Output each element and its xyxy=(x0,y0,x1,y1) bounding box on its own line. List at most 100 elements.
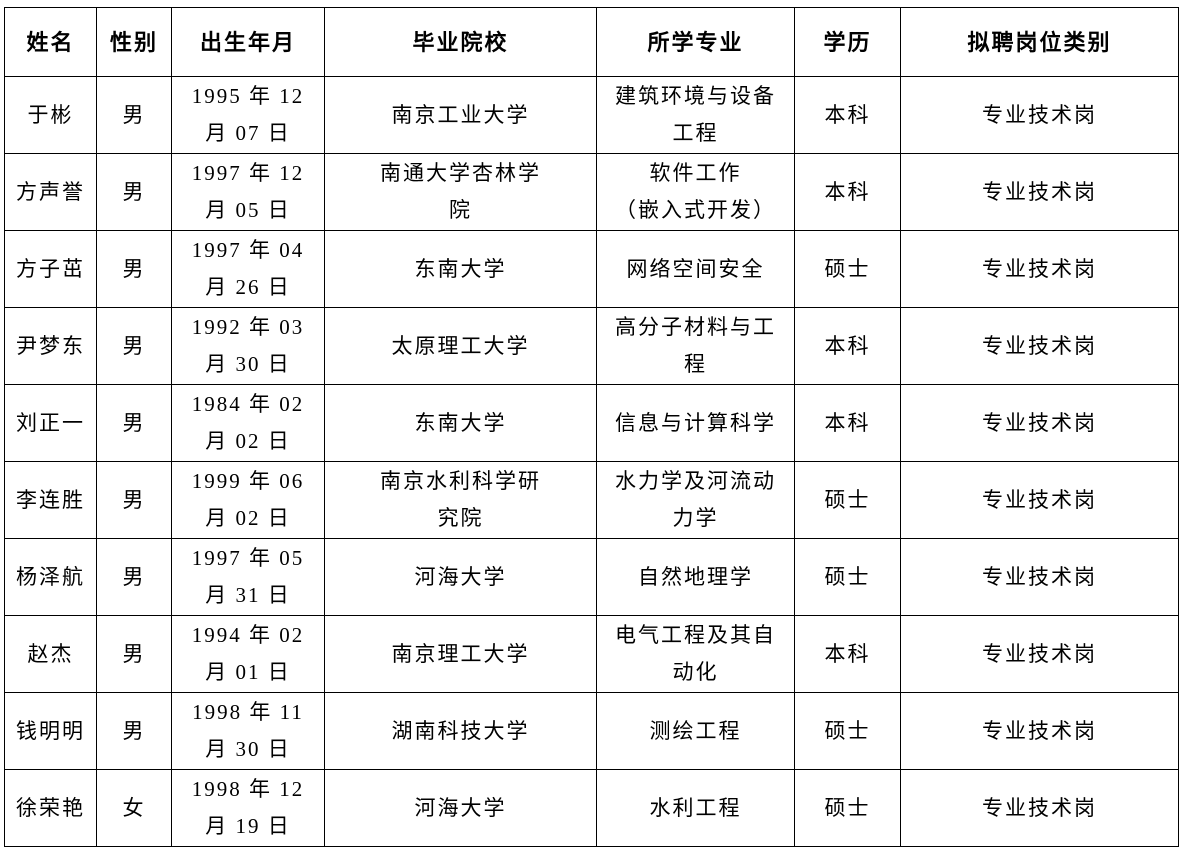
cell-line: 月 05 日 xyxy=(205,198,291,222)
cell-post: 专业技术岗 xyxy=(900,307,1179,385)
cell-birth: 1995 年 12 月 07 日 xyxy=(171,76,325,154)
column-header: 出生年月 xyxy=(171,7,325,77)
cell-line: 院 xyxy=(449,198,472,222)
table-row: 钱明明男 1998 年 11 月 30 日 湖南科技大学 测绘工程 硕士 专业技术岗 xyxy=(4,692,1179,770)
cell-post: 专业技术岗 xyxy=(900,461,1179,539)
cell-school: 河海大学 xyxy=(324,538,597,616)
cell-line: 1997 年 04 xyxy=(191,238,305,262)
cell-line: 网络空间安全 xyxy=(626,256,765,281)
cell-line: 南通大学杏林学 xyxy=(380,161,541,185)
cell-line: 动化 xyxy=(672,660,719,684)
cell-major: 高分子材料与工程 xyxy=(596,307,795,385)
cell-gender: 男 xyxy=(96,307,172,385)
cell-line: 月 07 日 xyxy=(205,121,291,145)
cell-line: 1994 年 02 xyxy=(191,623,305,647)
cell-birth: 1994 年 02 月 01 日 xyxy=(171,615,325,693)
cell-birth: 1997 年 04 月 26 日 xyxy=(171,230,325,308)
cell-school: 南京理工大学 xyxy=(324,615,597,693)
cell-degree: 本科 xyxy=(794,615,901,693)
cell-line: 建筑环境与设备 xyxy=(615,84,776,108)
cell-gender: 男 xyxy=(96,692,172,770)
cell-name: 刘正一 xyxy=(4,384,97,462)
cell-major: 建筑环境与设备 工程 xyxy=(596,76,795,154)
cell-line: 究院 xyxy=(437,506,484,530)
cell-gender: 男 xyxy=(96,461,172,539)
cell-major: 网络空间安全 xyxy=(596,230,795,308)
cell-line: 1999 年 06 xyxy=(191,469,305,493)
cell-degree: 本科 xyxy=(794,384,901,462)
table-row: 徐荣艳女 1998 年 12 月 19 日 河海大学 水利工程 硕士 专业技术岗 xyxy=(4,769,1179,847)
column-header: 学历 xyxy=(794,7,901,77)
cell-line: 1992 年 03 xyxy=(191,315,305,339)
cell-birth: 1997 年 05 月 31 日 xyxy=(171,538,325,616)
cell-school: 南京工业大学 xyxy=(324,76,597,154)
cell-gender: 男 xyxy=(96,538,172,616)
cell-name: 于彬 xyxy=(4,76,97,154)
cell-school: 南京水利科学研 究院 xyxy=(324,461,597,539)
cell-line: 南京理工大学 xyxy=(391,641,530,666)
cell-post: 专业技术岗 xyxy=(900,230,1179,308)
cell-birth: 1984 年 02 月 02 日 xyxy=(171,384,325,462)
cell-line: 工程 xyxy=(672,121,719,145)
cell-gender: 女 xyxy=(96,769,172,847)
cell-degree: 硕士 xyxy=(794,692,901,770)
cell-line: 河海大学 xyxy=(414,564,507,589)
table-row: 尹梦东男 1992 年 03 月 30 日太原理工大学 高分子材料与工程本科 专业技术岗 xyxy=(4,307,1179,385)
table-row: 刘正一男 1984 年 02 月 02 日 东南大学 信息与计算科学 本科 专业技术岗 xyxy=(4,384,1179,462)
column-header: 姓名 xyxy=(4,7,97,77)
cell-birth: 1998 年 12 月 19 日 xyxy=(171,769,325,847)
cell-degree: 本科 xyxy=(794,153,901,231)
cell-post: 专业技术岗 xyxy=(900,538,1179,616)
cell-line: 湖南科技大学 xyxy=(391,718,530,743)
cell-line: 河海大学 xyxy=(414,795,507,820)
cell-line: 电气工程及其自 xyxy=(615,623,776,647)
cell-name: 杨泽航 xyxy=(4,538,97,616)
cell-post: 专业技术岗 xyxy=(900,76,1179,154)
cell-line: 1997 年 12 xyxy=(191,161,305,185)
cell-school: 南通大学杏林学院 xyxy=(324,153,597,231)
cell-major: 电气工程及其自 动化 xyxy=(596,615,795,693)
cell-name: 尹梦东 xyxy=(4,307,97,385)
cell-line: 月 02 日 xyxy=(205,506,291,530)
cell-school: 东南大学 xyxy=(324,230,597,308)
cell-birth: 1997 年 12 月 05 日 xyxy=(171,153,325,231)
cell-school: 太原理工大学 xyxy=(324,307,597,385)
cell-line: 高分子材料与工 xyxy=(615,315,776,339)
candidate-table: 姓名 性别 出生年月 毕业院校 所学专业 学历 拟聘岗位类别 于彬男 1995 年 12 月 0… xyxy=(4,7,1179,847)
table-row: 于彬男 1995 年 12 月 07 日南京工业大学 建筑环境与设备 工程 本科 专业技术岗 xyxy=(4,76,1179,154)
table-row: 李连胜男 1999 年 06 月 02 日南京水利科学研 究院 水力学及河流动 力学 硕士专… xyxy=(4,461,1179,539)
table-row: 赵杰男 1994 年 02 月 01 日南京理工大学 电气工程及其自 动化 本科 专业技术岗 xyxy=(4,615,1179,693)
cell-name: 李连胜 xyxy=(4,461,97,539)
cell-line: 南京工业大学 xyxy=(391,102,530,127)
cell-line: 月 01 日 xyxy=(205,660,291,684)
cell-line: 信息与计算科学 xyxy=(615,410,776,435)
cell-gender: 男 xyxy=(96,230,172,308)
cell-line: 1995 年 12 xyxy=(191,84,305,108)
cell-name: 方声誉 xyxy=(4,153,97,231)
cell-name: 方子茁 xyxy=(4,230,97,308)
cell-line: 1998 年 11 xyxy=(192,700,304,724)
cell-major: 水利工程 xyxy=(596,769,795,847)
cell-degree: 本科 xyxy=(794,76,901,154)
cell-line: 南京水利科学研 xyxy=(380,469,541,493)
cell-line: 太原理工大学 xyxy=(391,333,530,358)
cell-major: 自然地理学 xyxy=(596,538,795,616)
cell-line: 软件工作 xyxy=(649,161,742,185)
cell-line: 月 31 日 xyxy=(205,583,291,607)
cell-post: 专业技术岗 xyxy=(900,153,1179,231)
cell-line: 程 xyxy=(684,352,707,376)
cell-line: （嵌入式开发） xyxy=(615,198,776,222)
column-header: 毕业院校 xyxy=(324,7,597,77)
cell-major: 测绘工程 xyxy=(596,692,795,770)
header-row: 姓名 性别 出生年月 毕业院校 所学专业 学历 拟聘岗位类别 xyxy=(4,7,1179,77)
cell-line: 水利工程 xyxy=(649,795,742,820)
cell-line: 东南大学 xyxy=(414,410,507,435)
cell-line: 月 30 日 xyxy=(205,352,291,376)
cell-school: 东南大学 xyxy=(324,384,597,462)
cell-degree: 硕士 xyxy=(794,538,901,616)
cell-line: 1998 年 12 xyxy=(191,777,305,801)
cell-gender: 男 xyxy=(96,384,172,462)
table-row: 杨泽航男 1997 年 05 月 31 日 河海大学 自然地理学 硕士 专业技术岗 xyxy=(4,538,1179,616)
table-row: 方子茁男 1997 年 04 月 26 日 东南大学 网络空间安全 硕士 专业技术岗 xyxy=(4,230,1179,308)
cell-line: 1984 年 02 xyxy=(191,392,305,416)
